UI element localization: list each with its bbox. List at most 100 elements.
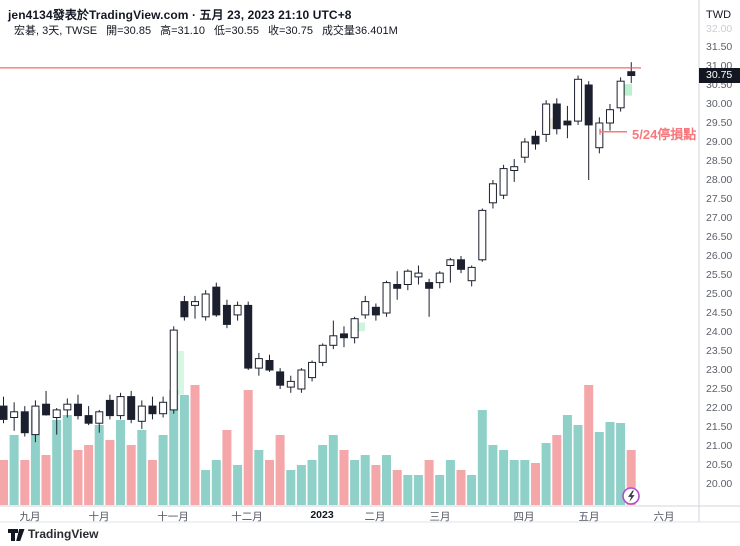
- volume-bar: [265, 460, 274, 505]
- candle-body: [52, 409, 61, 418]
- time-tick-label: 十二月: [231, 511, 263, 523]
- volume-bar: [413, 475, 423, 505]
- candle-body: [297, 369, 306, 390]
- volume-bar: [147, 460, 157, 505]
- volume-bar: [286, 470, 296, 505]
- candle-body: [403, 270, 412, 286]
- candle-body: [382, 282, 391, 314]
- volume-bar: [0, 460, 8, 505]
- candle-body: [371, 306, 380, 316]
- price-tick-label: 20.50: [706, 459, 733, 471]
- candle-body: [510, 166, 519, 171]
- low-value: 低=30.55: [214, 25, 259, 37]
- volume-bar: [137, 430, 147, 505]
- volume-bar: [201, 470, 211, 505]
- volume-bar: [179, 395, 189, 505]
- candle-body: [159, 401, 168, 415]
- candle-body: [105, 399, 114, 417]
- volume-bar: [392, 470, 402, 505]
- candle-body: [148, 405, 157, 415]
- tradingview-logo-icon: [8, 529, 25, 541]
- volume-bar: [41, 455, 51, 505]
- candle-body: [95, 411, 104, 424]
- candle-body: [233, 304, 242, 316]
- price-tick-label: 26.00: [706, 250, 733, 262]
- price-tick-label: 23.00: [706, 364, 733, 376]
- close-value: 收=30.75: [267, 25, 313, 37]
- volume-bar: [371, 465, 381, 505]
- time-tick-label: 四月: [513, 511, 535, 523]
- volume-bar: [116, 420, 125, 505]
- candle-body: [180, 301, 189, 318]
- price-tick-label: 21.00: [706, 440, 733, 452]
- volume-bar: [594, 432, 604, 505]
- tradingview-attribution-link[interactable]: TradingView: [28, 527, 99, 541]
- volume-bar: [509, 460, 519, 505]
- volume-bar: [52, 420, 62, 505]
- price-tick-label: 31.50: [706, 41, 733, 53]
- time-tick-label: 2023: [310, 509, 334, 521]
- candle-body: [31, 405, 40, 436]
- last-price-badge: 30.75: [699, 68, 740, 83]
- candle-body: [84, 415, 93, 424]
- price-tick-label: 28.00: [706, 174, 733, 186]
- candle-body: [574, 78, 583, 122]
- candle-body: [201, 293, 210, 318]
- volume-bar: [126, 445, 136, 505]
- volume-bar: [233, 465, 243, 505]
- price-tick-label: 24.00: [706, 326, 733, 338]
- price-tick-label: 30.00: [706, 98, 733, 110]
- candle-body: [20, 411, 29, 434]
- candle-body: [244, 304, 253, 369]
- candle-body: [169, 329, 178, 411]
- byline-link[interactable]: jen4134發表於TradingView.com · 五月 23, 2023 …: [8, 8, 352, 22]
- volume-bar: [382, 455, 391, 505]
- volume-bar: [552, 435, 562, 505]
- time-tick-label: 六月: [653, 511, 675, 523]
- candle-body: [563, 120, 572, 126]
- volume-bar: [360, 455, 370, 505]
- candle-body: [73, 403, 82, 417]
- volume-bar: [616, 423, 626, 505]
- time-tick-label: 五月: [578, 511, 600, 523]
- candle-body: [542, 103, 551, 135]
- volume-bar: [424, 460, 434, 505]
- candle-body: [265, 360, 274, 371]
- highlight-patch: [357, 322, 365, 332]
- candle-body: [605, 109, 614, 124]
- candle-body: [499, 168, 508, 196]
- candle-body: [318, 344, 327, 363]
- volume-bar: [307, 460, 317, 505]
- volume-bar: [222, 430, 232, 505]
- candle-body: [467, 266, 476, 282]
- volume-bar: [488, 445, 498, 505]
- candle-body: [616, 80, 625, 109]
- candle-body: [350, 318, 359, 339]
- lightning-bolt-icon: [628, 490, 635, 502]
- price-tick-label: 22.00: [706, 402, 733, 414]
- price-tick-label: 24.50: [706, 307, 733, 319]
- candle-body: [425, 282, 434, 289]
- candle-body: [488, 183, 497, 204]
- candle-body: [191, 301, 200, 306]
- open-value: 開=30.85: [106, 25, 152, 37]
- candle-body: [339, 333, 348, 339]
- price-tick-label: 25.00: [706, 288, 733, 300]
- volume-bar: [20, 460, 30, 505]
- volume-bar: [254, 450, 264, 505]
- candle-body: [414, 272, 423, 278]
- volume-bar: [328, 435, 338, 505]
- volume-bar: [467, 475, 477, 505]
- candle-body: [552, 103, 561, 130]
- volume-bar: [169, 390, 179, 505]
- candle-body: [457, 259, 466, 270]
- stop-loss-annotation-label[interactable]: 5/24停損點: [632, 126, 697, 142]
- candle-body: [478, 209, 487, 261]
- price-label-faded: 32.00: [706, 23, 733, 35]
- volume-bar: [105, 440, 115, 505]
- candle-body: [42, 403, 51, 416]
- candle-body: [329, 335, 338, 346]
- volume-bar: [626, 450, 636, 505]
